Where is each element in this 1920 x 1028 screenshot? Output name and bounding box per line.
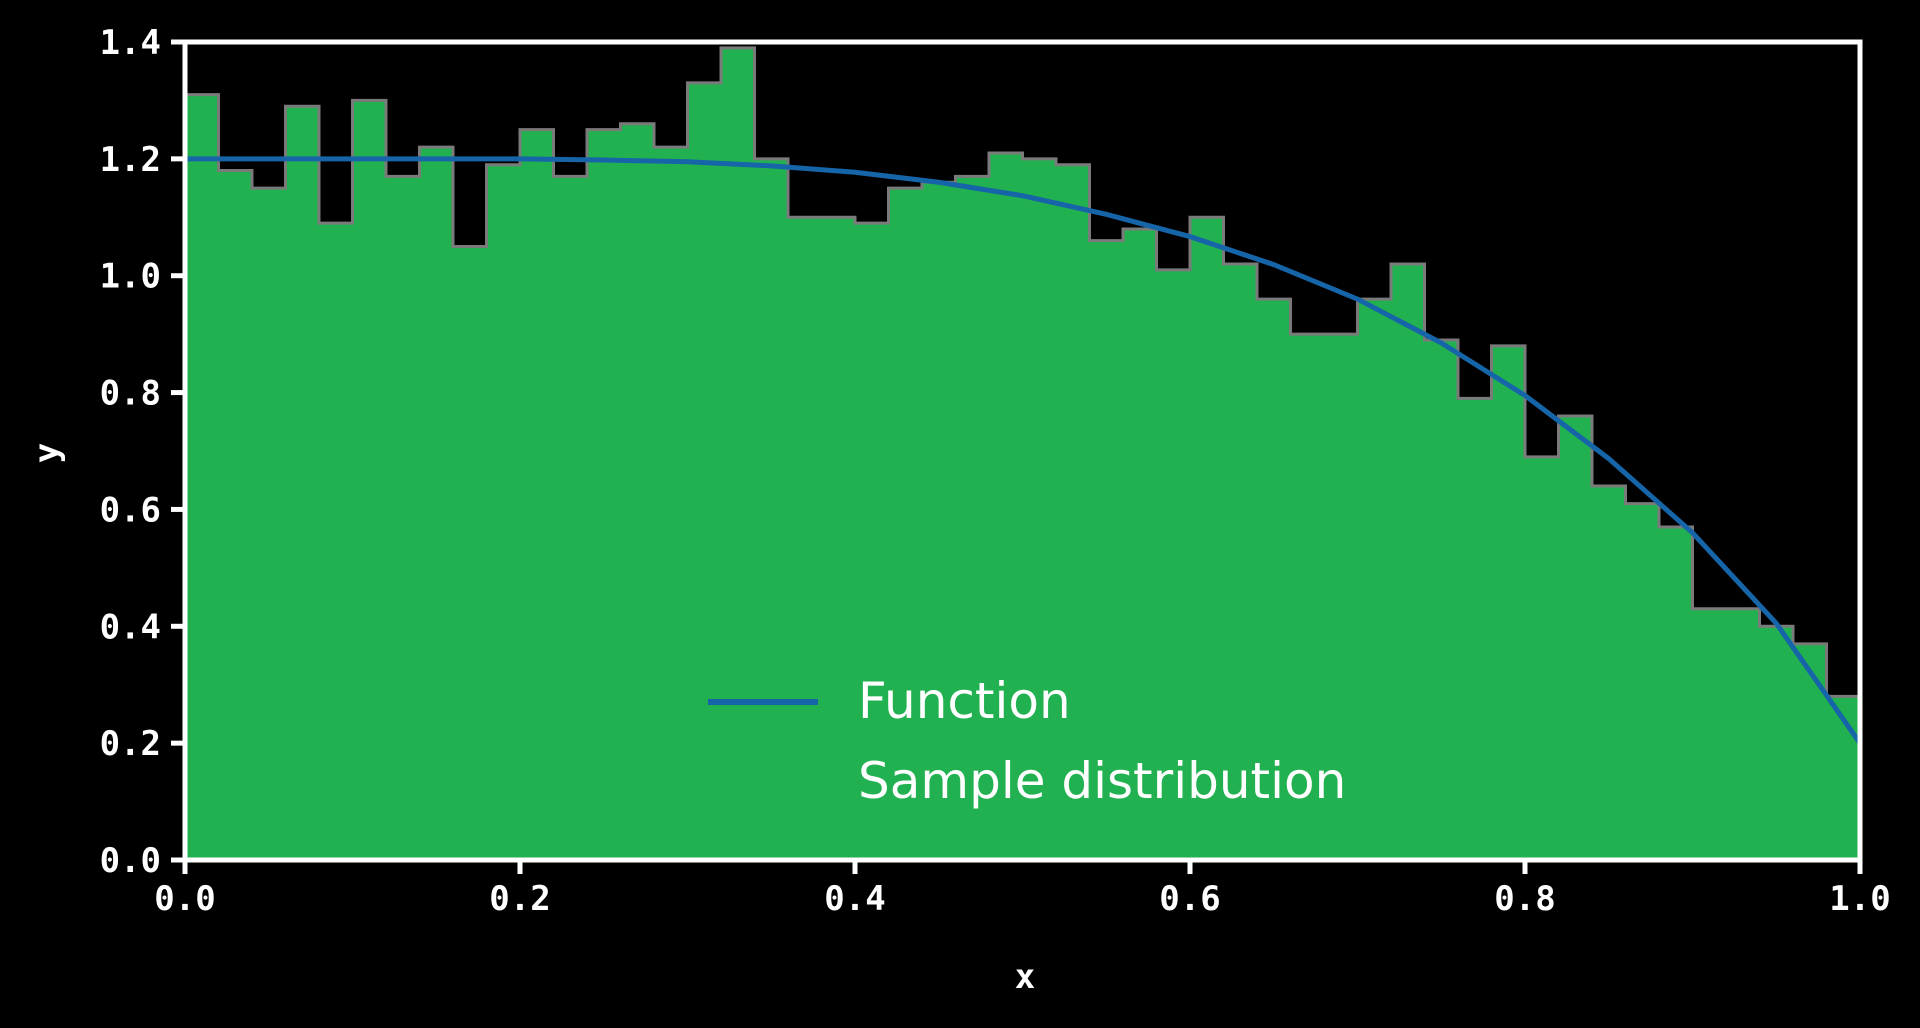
histogram-bar <box>520 129 554 861</box>
x-tick-label: 0.8 <box>1494 879 1555 919</box>
x-tick-label: 0.6 <box>1159 879 1220 919</box>
legend-sample-label: Sample distribution <box>858 752 1346 810</box>
histogram-outline <box>185 46 1860 698</box>
x-tick-label: 0.0 <box>154 879 215 919</box>
histogram-bar <box>1692 608 1727 860</box>
histogram-bar <box>1558 415 1593 860</box>
histogram-bars <box>185 46 1861 861</box>
histogram-bar <box>654 147 688 860</box>
histogram-bar <box>922 182 956 860</box>
y-tick-label: 1.2 <box>100 140 161 180</box>
histogram-bar <box>1659 526 1693 860</box>
histogram-bar <box>486 164 521 860</box>
axes-frame <box>182 39 1863 863</box>
histogram-bar <box>888 188 923 861</box>
histogram-bar <box>587 129 621 861</box>
histogram-bar <box>453 246 487 860</box>
y-axis-ticks: 0.0 0.2 0.4 0.6 0.8 1.0 1.2 1.4 <box>100 23 185 881</box>
histogram-bar <box>1257 299 1291 861</box>
histogram-bar <box>1089 240 1124 860</box>
histogram-bar <box>754 158 789 860</box>
histogram-bar <box>386 176 420 860</box>
histogram-bar <box>1290 334 1325 861</box>
y-tick-label: 0.0 <box>100 841 161 881</box>
legend: Function Sample distribution <box>708 672 1346 810</box>
legend-function-label: Function <box>858 672 1071 730</box>
y-tick-label: 0.4 <box>100 607 161 647</box>
histogram-bar <box>319 223 353 861</box>
function-line <box>185 156 1863 745</box>
y-tick-label: 0.6 <box>100 490 161 530</box>
histogram-bar <box>1357 299 1392 861</box>
y-axis-label: y <box>27 443 67 463</box>
histogram-bar <box>1324 334 1358 861</box>
histogram-bar <box>419 147 454 860</box>
histogram-bar <box>185 94 219 861</box>
histogram-bar <box>1592 486 1626 860</box>
histogram-bar <box>620 123 655 861</box>
x-axis-label: x <box>1015 957 1035 997</box>
histogram-bar <box>955 176 990 860</box>
x-tick-label: 0.4 <box>824 879 885 919</box>
histogram-bar <box>1625 503 1660 860</box>
histogram-bar <box>1022 158 1057 860</box>
histogram-bar <box>352 100 387 860</box>
histogram-bar <box>1424 339 1459 860</box>
histogram-bar <box>821 217 856 861</box>
y-tick-label: 0.8 <box>100 374 161 414</box>
histogram-bar <box>1156 269 1191 860</box>
histogram-bar <box>1391 264 1425 860</box>
histogram-bar <box>1726 608 1760 860</box>
x-tick-label: 0.2 <box>489 879 550 919</box>
y-tick-label: 1.4 <box>100 23 161 63</box>
histogram-bar <box>218 170 253 861</box>
histogram-bar <box>1056 164 1090 860</box>
histogram-bar <box>855 223 889 861</box>
histogram-bar <box>788 217 822 861</box>
histogram-bar <box>721 47 755 861</box>
histogram-bar <box>1491 345 1526 860</box>
y-tick-label: 0.2 <box>100 724 161 764</box>
x-axis-ticks: 0.0 0.2 0.4 0.6 0.8 1.0 <box>154 860 1891 919</box>
x-tick-label: 1.0 <box>1829 879 1890 919</box>
histogram-bar <box>252 188 286 861</box>
histogram-bar <box>1190 217 1224 861</box>
histogram-bar <box>1123 228 1157 860</box>
histogram-bar <box>285 106 320 861</box>
histogram-bar <box>1793 643 1827 860</box>
histogram-bar <box>553 176 588 860</box>
histogram-bar <box>989 153 1023 860</box>
histogram-bar <box>1458 398 1492 860</box>
histogram-bar <box>1525 456 1559 860</box>
histogram-bar <box>687 82 722 860</box>
histogram-bar <box>1759 626 1794 860</box>
histogram-bar <box>1223 264 1258 860</box>
y-tick-label: 1.0 <box>100 257 161 297</box>
